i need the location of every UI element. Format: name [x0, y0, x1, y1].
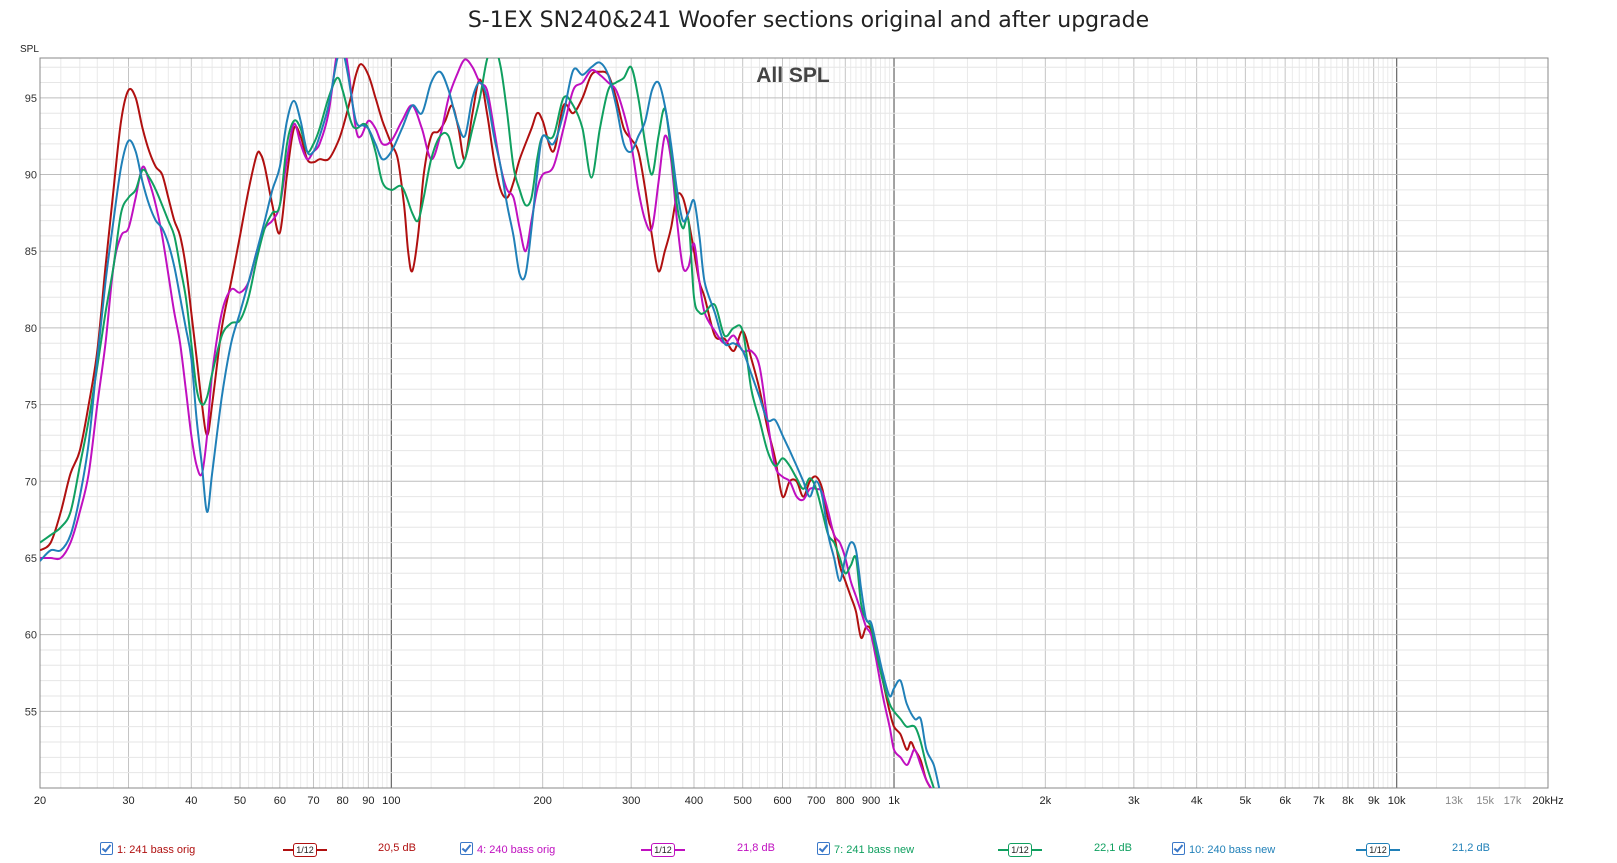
x-tick-label: 400: [685, 795, 703, 807]
smoothing-indicator[interactable]: 1/12: [283, 842, 327, 857]
y-tick-label: 80: [25, 323, 37, 335]
smoothing-indicator[interactable]: 1/12: [641, 842, 685, 857]
x-tick-label: 6k: [1279, 795, 1291, 807]
y-tick-label: 90: [25, 170, 37, 182]
legend-label: 1: 241 bass orig: [117, 844, 196, 856]
smoothing-indicator[interactable]: 1/12: [1356, 842, 1400, 857]
legend-label: 4: 240 bass orig: [477, 844, 556, 856]
y-tick-label: 65: [25, 553, 37, 565]
offset-value: 21,8 dB: [737, 842, 775, 854]
checkbox-icon[interactable]: [100, 842, 113, 855]
legend-item-10[interactable]: 10: 240 bass new: [1172, 842, 1275, 856]
chart-title: S-1EX SN240&241 Woofer sections original…: [467, 8, 1150, 33]
x-tick-label: 200: [533, 795, 551, 807]
smoothing-indicator[interactable]: 1/12: [998, 842, 1042, 857]
legend-label: 7: 241 bass new: [834, 844, 915, 856]
y-tick-label: 55: [25, 706, 37, 718]
offset-value: 20,5 dB: [378, 842, 416, 854]
series-line-4: [40, 58, 941, 788]
x-tick-label: 30: [122, 795, 134, 807]
x-tick-label: 7k: [1313, 795, 1325, 807]
smoothing-label: 1/12: [1366, 843, 1390, 857]
y-tick-label: 85: [25, 246, 37, 258]
x-tick-label: 17k: [1504, 795, 1522, 807]
y-axis-label: SPL: [20, 44, 39, 55]
y-tick-label: 75: [25, 400, 37, 412]
x-tick-label: 13k: [1445, 795, 1463, 807]
legend-item-7[interactable]: 7: 241 bass new: [817, 842, 914, 856]
x-tick-label: 5k: [1240, 795, 1252, 807]
offset-value: 21,2 dB: [1452, 842, 1490, 854]
checkbox-icon[interactable]: [460, 842, 473, 855]
chart-subtitle: All SPL: [756, 64, 830, 87]
x-tick-label: 40: [185, 795, 197, 807]
x-tick-label: 1k: [888, 795, 900, 807]
plot-area: [40, 58, 1548, 788]
y-tick-label: 70: [25, 476, 37, 488]
legend-item-1[interactable]: 1: 241 bass orig: [100, 842, 195, 856]
x-tick-label: 90: [362, 795, 374, 807]
x-tick-label: 800: [836, 795, 854, 807]
checkbox-icon[interactable]: [1172, 842, 1185, 855]
checkbox-icon[interactable]: [817, 842, 830, 855]
x-tick-label: 20kHz: [1532, 795, 1563, 807]
offset-value: 22,1 dB: [1094, 842, 1132, 854]
x-tick-label: 60: [274, 795, 286, 807]
x-tick-label: 50: [234, 795, 246, 807]
x-tick-label: 4k: [1191, 795, 1203, 807]
plot-frame: [39, 57, 1549, 789]
x-tick-label: 9k: [1368, 795, 1380, 807]
y-tick-label: 95: [25, 93, 37, 105]
x-tick-label: 10k: [1388, 795, 1406, 807]
x-tick-label: 70: [307, 795, 319, 807]
x-tick-label: 2k: [1040, 795, 1052, 807]
x-tick-label: 80: [337, 795, 349, 807]
legend-label: 10: 240 bass new: [1189, 844, 1276, 856]
smoothing-label: 1/12: [651, 843, 675, 857]
x-tick-label: 500: [734, 795, 752, 807]
x-tick-label: 300: [622, 795, 640, 807]
legend-item-4[interactable]: 4: 240 bass orig: [460, 842, 555, 856]
x-tick-label: 20: [34, 795, 46, 807]
smoothing-label: 1/12: [293, 843, 317, 857]
x-tick-label: 15k: [1476, 795, 1494, 807]
smoothing-label: 1/12: [1008, 843, 1032, 857]
series-line-3: [40, 58, 935, 788]
x-tick-label: 100: [382, 795, 400, 807]
x-tick-label: 900: [862, 795, 880, 807]
x-tick-label: 8k: [1342, 795, 1354, 807]
y-tick-label: 60: [25, 630, 37, 642]
series-line-1: [40, 63, 932, 788]
x-tick-label: 600: [773, 795, 791, 807]
x-tick-label: 700: [807, 795, 825, 807]
x-tick-label: 3k: [1128, 795, 1140, 807]
